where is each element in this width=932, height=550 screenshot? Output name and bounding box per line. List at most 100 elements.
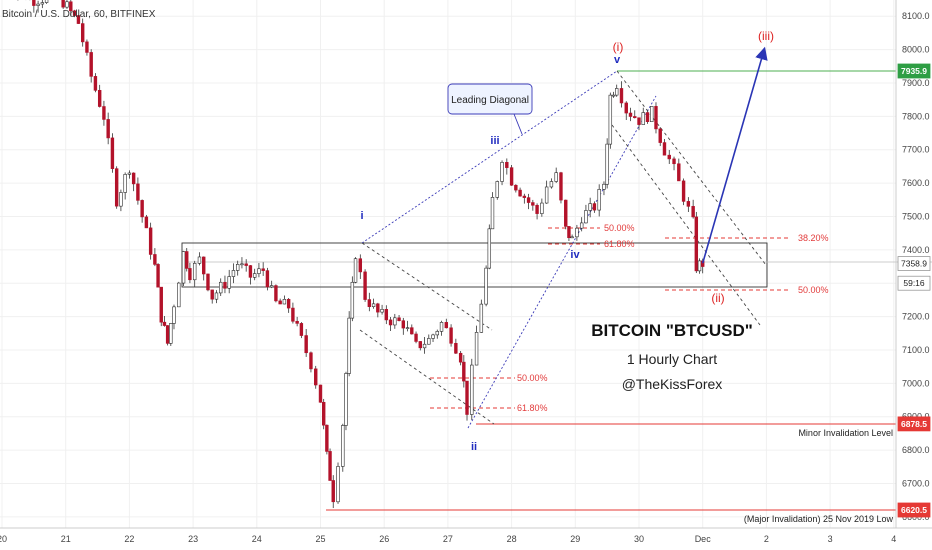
x-tick-label: 29 <box>570 534 580 544</box>
candle-body <box>248 265 253 278</box>
candle-body <box>299 323 304 336</box>
candle-body <box>336 466 340 503</box>
candle-body <box>347 317 351 374</box>
candle-body <box>681 180 686 202</box>
candle-body <box>40 2 45 5</box>
candle-body <box>76 15 81 24</box>
wave-label-wave-ii: (ii) <box>711 291 724 305</box>
candles <box>17 0 705 509</box>
candle-body <box>110 137 115 169</box>
candle-body <box>474 332 479 366</box>
price-badge-label: 6878.5 <box>901 419 927 429</box>
y-tick-label: 7800.0 <box>902 111 930 121</box>
candle-body <box>235 264 240 271</box>
candle-body <box>97 90 102 107</box>
candle-body <box>114 168 119 207</box>
x-axis[interactable]: 2021222324252627282930Dec234 <box>0 534 896 544</box>
candle-body <box>554 172 558 182</box>
chart-handle: @TheKissForex <box>622 376 723 392</box>
candle-body <box>495 181 499 198</box>
candle-body <box>535 204 539 214</box>
candle-body <box>304 335 308 354</box>
candle-body <box>188 268 192 281</box>
candle-body <box>454 342 458 354</box>
candle-body <box>487 228 492 269</box>
wave-label-wave-i: (i) <box>613 40 624 54</box>
candle-body <box>540 202 544 214</box>
candle-body <box>367 299 372 307</box>
candle-body <box>119 192 123 207</box>
price-badge-label: 7358.9 <box>901 259 927 269</box>
candle-body <box>219 281 223 294</box>
candle-body <box>353 258 358 283</box>
candle-body <box>628 112 633 117</box>
y-tick-label: 7200.0 <box>902 312 930 322</box>
candle-body <box>427 338 431 345</box>
candle-body <box>567 226 571 239</box>
candle-body <box>645 112 650 122</box>
candle-body <box>291 307 295 322</box>
candle-body <box>69 1 73 12</box>
y-tick-label: 7700.0 <box>902 145 930 155</box>
x-tick-label: 3 <box>828 534 833 544</box>
candle-body <box>89 52 93 77</box>
callout-text: Leading Diagonal <box>451 95 529 106</box>
candle-body <box>172 306 176 324</box>
candle-body <box>274 285 278 302</box>
candle-body <box>431 334 435 339</box>
callout-box <box>447 83 533 115</box>
major-invalidation-label: (Major Invalidation) 25 Nov 2019 Low <box>744 514 894 524</box>
candle-body <box>380 309 384 313</box>
candle-body <box>318 384 323 403</box>
candle-body <box>549 181 554 188</box>
candle-body <box>384 309 389 321</box>
x-tick-label: 27 <box>443 534 453 544</box>
candle-body <box>611 94 616 97</box>
candle-body <box>344 373 348 426</box>
candle-body <box>206 273 210 291</box>
fib-a618-label: 61.80% <box>517 403 548 413</box>
candle-body <box>341 425 345 467</box>
wave-label-ii: ii <box>471 441 477 453</box>
price-badge-label: 59:16 <box>903 278 925 288</box>
wave-label-v: v <box>614 54 621 66</box>
candle-body <box>544 186 549 204</box>
candle-body <box>331 480 335 503</box>
diagonal-trendlines <box>361 70 657 429</box>
x-tick-label: 22 <box>124 534 134 544</box>
candle-body <box>531 202 535 206</box>
wave-label-wave-iii: (iii) <box>758 29 774 43</box>
candle-body <box>694 216 699 272</box>
y-tick-label: 6700.0 <box>902 478 930 488</box>
x-tick-label: 2 <box>764 534 769 544</box>
candle-body <box>579 222 584 229</box>
candle-body <box>65 1 69 8</box>
x-tick-label: 4 <box>891 534 896 544</box>
candle-body <box>148 227 153 255</box>
candle-body <box>223 281 227 289</box>
candle-body <box>363 271 367 300</box>
wave-label-i: i <box>360 210 363 222</box>
candle-body <box>159 286 163 323</box>
candle-body <box>231 270 236 277</box>
candle-body <box>637 117 641 125</box>
candle-body <box>397 317 401 321</box>
candle-body <box>672 158 676 165</box>
price-badge-label: 6620.5 <box>901 505 927 515</box>
candle-body <box>257 268 261 274</box>
y-tick-label: 7000.0 <box>902 378 930 388</box>
candle-body <box>244 263 248 266</box>
candle-body <box>654 106 658 130</box>
candle-body <box>393 317 397 326</box>
candle-body <box>624 102 628 114</box>
fib-a50-label: 50.00% <box>517 373 548 383</box>
candle-body <box>570 236 574 239</box>
candle-body <box>350 281 355 319</box>
candle-body <box>252 273 257 278</box>
candle-body <box>136 183 140 201</box>
candle-body <box>227 276 231 289</box>
y-tick-label: 7900.0 <box>902 78 930 88</box>
x-tick-label: 21 <box>61 534 71 544</box>
candle-body <box>36 3 40 6</box>
